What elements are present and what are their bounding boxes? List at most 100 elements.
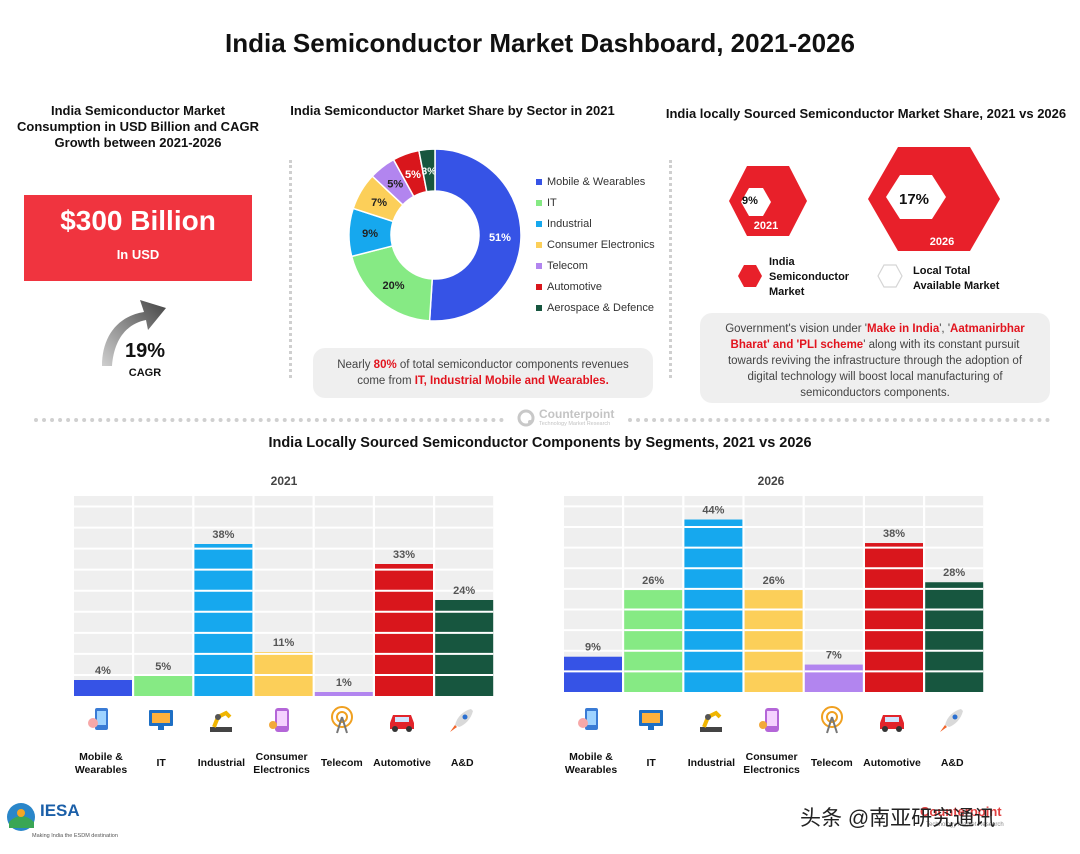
- bar-value-label: 26%: [763, 575, 785, 587]
- mobile-icon: [86, 705, 116, 735]
- segment-column: IT: [616, 705, 686, 770]
- segment-label: Consumer Electronics: [247, 751, 317, 777]
- segment-label-line: A&D: [450, 757, 474, 769]
- hex-2021: [729, 166, 807, 236]
- robot-arm-icon: [696, 705, 726, 735]
- segment-label-line: Mobile &: [79, 751, 123, 763]
- bar-chart-2026: 9% 26% 44% 26% 7% 38% 28% 2026: [564, 474, 984, 692]
- legend-line: India: [769, 256, 795, 268]
- bar-value-label: 4%: [95, 665, 111, 677]
- bar-value-label: 11%: [273, 637, 295, 649]
- legend-swatch: [536, 262, 542, 269]
- legend-swatch: [536, 178, 542, 185]
- donut-slice-label: 7%: [371, 197, 387, 209]
- divider: [669, 160, 672, 378]
- counterpoint-name: Counterpoint: [539, 407, 615, 421]
- cagr-value: 19%: [124, 340, 166, 362]
- bar-value-label: 26%: [642, 575, 664, 587]
- segment-column: Consumer Electronics: [247, 705, 317, 777]
- segment-column: Consumer Electronics: [737, 705, 807, 777]
- bar-value-label: 38%: [212, 529, 234, 541]
- note-highlight: Aatmanirbhar: [950, 323, 1025, 335]
- growth-arrow-icon: [102, 300, 166, 366]
- consumption-heading: India Semiconductor Market Consumption i…: [8, 103, 268, 151]
- segment-label-line: Wearables: [564, 764, 618, 776]
- segment-label-line: Industrial: [197, 757, 246, 769]
- donut-slice-aerospace-defence: [418, 148, 436, 193]
- donut-slice-label: 9%: [362, 228, 378, 240]
- legend-item: Aerospace & Defence: [536, 297, 676, 318]
- legend-india-hex-icon: [738, 265, 762, 287]
- bar-chart-2021: 4% 5% 38% 11% 1% 33% 24% 2021: [74, 474, 494, 696]
- segment-label-line: IT: [646, 757, 656, 769]
- bar-background: [804, 496, 863, 692]
- legend-swatch: [536, 283, 542, 290]
- segment-label-line: Electronics: [253, 764, 310, 776]
- bar-mobile-wearables: [564, 656, 622, 692]
- bar-industrial: [684, 519, 743, 692]
- legend-label: Consumer Electronics: [547, 238, 655, 251]
- segment-label: Automotive: [367, 757, 437, 770]
- segment-label-line: Industrial: [687, 757, 736, 769]
- divider: [628, 418, 1050, 422]
- note-highlight: 80%: [373, 359, 397, 371]
- bar-value-label: 28%: [943, 567, 965, 579]
- segment-label-line: A&D: [940, 757, 964, 769]
- donut-slice-mobile-wearables: [428, 148, 522, 322]
- segment-label: Industrial: [676, 757, 746, 770]
- bar-a-d: [925, 582, 984, 692]
- segment-label-line: Consumer: [745, 751, 798, 763]
- note-highlight: Make in India: [867, 323, 940, 335]
- bar-value-label: 9%: [585, 642, 601, 654]
- monitor-icon: [146, 705, 176, 735]
- legend-item: Mobile & Wearables: [536, 171, 676, 192]
- sector-donut-chart: 51%20%9%7%5%5% 3%: [348, 148, 522, 322]
- legend-item: Consumer Electronics: [536, 234, 676, 255]
- donut-slice-label: 20%: [383, 280, 405, 292]
- hex-2026-value: 17%: [898, 191, 930, 208]
- note-text: of total semiconductor components revenu…: [396, 359, 629, 371]
- sector-legend: Mobile & Wearables IT Industrial Consumer E…: [536, 171, 676, 318]
- gadgets-icon: [757, 705, 787, 735]
- segment-labels-2021: Mobile & Wearables IT Industrial Consumer Ele…: [72, 705, 496, 785]
- segment-labels-2026: Mobile & Wearables IT Industrial Consumer Ele…: [562, 705, 986, 785]
- donut-slice-label: 3%: [422, 166, 437, 177]
- monitor-icon: [636, 705, 666, 735]
- legend-line: Local Total: [913, 265, 971, 277]
- segment-label: Consumer Electronics: [737, 751, 807, 777]
- segment-label: Industrial: [186, 757, 256, 770]
- iesa-tagline: Making India the ESDM destination: [32, 833, 118, 839]
- segment-column: Mobile & Wearables: [66, 705, 136, 777]
- footer-counterpoint-sub: Technology Market Research: [926, 822, 1004, 828]
- local-share-heading: India locally Sourced Semiconductor Mark…: [665, 106, 1067, 121]
- segment-label-line: Telecom: [320, 757, 363, 769]
- donut-slice-label: 5%: [405, 169, 421, 181]
- market-value-box: $300 Billion In USD: [24, 195, 252, 281]
- segment-label-line: Wearables: [74, 764, 128, 776]
- legend-swatch: [536, 199, 542, 206]
- segment-label: Telecom: [797, 757, 867, 770]
- legend-swatch: [536, 304, 542, 311]
- segment-label-line: IT: [156, 757, 166, 769]
- segment-label-line: Mobile &: [569, 751, 613, 763]
- legend-line: Semiconductor: [769, 271, 850, 283]
- legend-line: Market: [769, 286, 805, 298]
- bar-telecom: [314, 692, 373, 696]
- bar-background: [134, 496, 193, 696]
- bar-value-label: 7%: [826, 650, 842, 662]
- bar-background: [314, 496, 373, 696]
- note-text: ' along with its constant pursuit: [863, 339, 1020, 351]
- note-text: towards reviving the infrastructure thro…: [727, 355, 1023, 367]
- note-highlight: Bharat' and 'PLI scheme: [730, 339, 864, 351]
- bar-value-label: 44%: [702, 505, 724, 517]
- legend-label: Aerospace & Defence: [547, 301, 655, 314]
- sector-share-heading: India Semiconductor Market Share by Sect…: [290, 103, 615, 118]
- bar-background: [74, 496, 132, 696]
- bar-mobile-wearables: [74, 680, 132, 696]
- bar-value-label: 38%: [883, 528, 905, 540]
- legend-swatch: [536, 220, 542, 227]
- market-value-unit: In USD: [116, 247, 160, 262]
- bar-chart-year: 2021: [271, 474, 298, 488]
- segment-label: Telecom: [307, 757, 377, 770]
- segment-column: Telecom: [307, 705, 377, 770]
